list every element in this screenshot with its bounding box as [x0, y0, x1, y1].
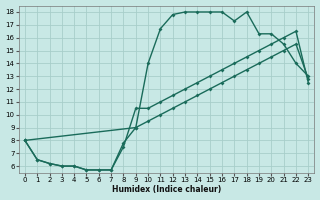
X-axis label: Humidex (Indice chaleur): Humidex (Indice chaleur) — [112, 185, 221, 194]
